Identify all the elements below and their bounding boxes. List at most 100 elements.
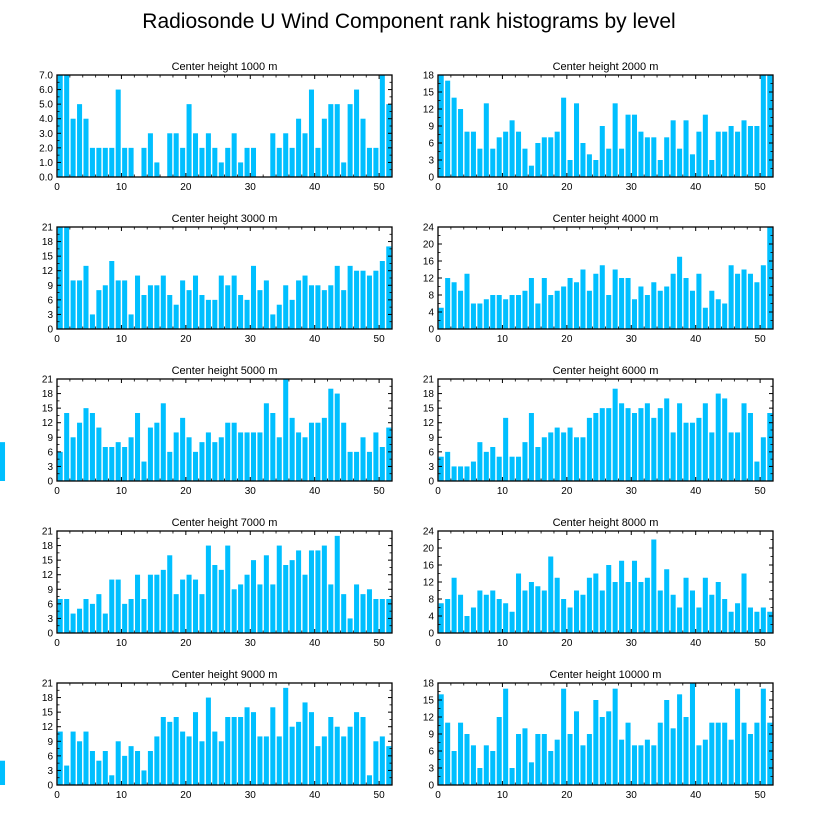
- histogram-bar: [373, 599, 379, 633]
- histogram-bar: [470, 461, 476, 481]
- histogram-bar: [205, 299, 211, 329]
- histogram-bar: [231, 422, 237, 481]
- histogram-bar: [638, 286, 644, 329]
- x-tick-label: 20: [180, 182, 192, 193]
- y-tick-label: 9: [47, 281, 53, 292]
- histogram-bar: [574, 103, 580, 177]
- y-tick-label: 18: [42, 693, 54, 704]
- histogram-bar: [173, 133, 179, 177]
- histogram-bar: [302, 275, 308, 329]
- histogram-bar: [760, 688, 766, 785]
- histogram-bar: [702, 577, 708, 633]
- histogram-bar: [644, 577, 650, 633]
- histogram-bar: [373, 270, 379, 329]
- histogram-bar: [64, 765, 70, 785]
- histogram-bar: [366, 589, 372, 633]
- x-tick-label: 0: [54, 486, 60, 497]
- histogram-bar: [490, 751, 496, 785]
- histogram-bar: [212, 442, 218, 481]
- histogram-bar: [218, 275, 224, 329]
- histogram-bar: [89, 147, 95, 177]
- y-tick-label: 3: [47, 310, 53, 321]
- histogram-bar: [122, 603, 128, 633]
- histogram-bar: [516, 734, 522, 785]
- histogram-bar: [212, 731, 218, 785]
- histogram-bar: [147, 285, 153, 329]
- y-tick-label: 15: [42, 252, 54, 263]
- histogram-bar: [70, 118, 76, 177]
- histogram-bar: [193, 275, 199, 329]
- histogram-bar: [541, 137, 547, 177]
- x-tick-label: 30: [626, 790, 638, 801]
- histogram-bar: [644, 137, 650, 177]
- histogram-bar: [160, 569, 166, 633]
- x-tick-label: 50: [755, 182, 767, 193]
- x-tick-label: 50: [755, 790, 767, 801]
- histogram-bar: [347, 104, 353, 177]
- histogram-bar: [496, 295, 502, 329]
- y-tick-label: 4: [428, 308, 434, 319]
- histogram-bar: [167, 721, 173, 785]
- x-tick-label: 40: [690, 638, 702, 649]
- histogram-bar: [580, 594, 586, 633]
- x-tick-label: 30: [626, 638, 638, 649]
- histogram-bar: [760, 437, 766, 481]
- histogram-bar: [528, 582, 534, 633]
- histogram-bar: [289, 417, 295, 481]
- histogram-bar: [509, 611, 515, 633]
- histogram-bar: [522, 290, 528, 329]
- histogram-bar: [83, 265, 89, 329]
- y-tick-label: 15: [423, 404, 435, 415]
- histogram-bar: [586, 734, 592, 785]
- histogram-bar: [270, 314, 276, 329]
- y-tick-label: 0: [428, 781, 434, 792]
- histogram-bar: [77, 104, 83, 177]
- histogram-bar: [115, 741, 121, 785]
- histogram-bar: [503, 688, 509, 785]
- histogram-bar: [180, 280, 186, 329]
- histogram-bar: [483, 594, 489, 633]
- histogram-bar: [341, 422, 347, 481]
- y-tick-label: 1.0: [39, 158, 53, 169]
- histogram-bar: [670, 273, 676, 329]
- histogram-bar: [283, 565, 289, 633]
- histogram-bar: [109, 579, 115, 633]
- histogram-bar: [483, 299, 489, 329]
- histogram-bar: [586, 417, 592, 481]
- histogram-bar: [541, 734, 547, 785]
- histogram-bar: [193, 451, 199, 481]
- histogram-bar: [458, 594, 464, 633]
- histogram-bar: [302, 574, 308, 633]
- y-tick-label: 0: [47, 477, 53, 488]
- histogram-bar: [83, 408, 89, 481]
- histogram-bar: [619, 560, 625, 633]
- histogram-bar: [218, 162, 224, 177]
- histogram-bar: [257, 432, 263, 481]
- histogram-bar: [276, 437, 282, 481]
- histogram-bar: [386, 599, 392, 633]
- histogram-bar: [516, 295, 522, 329]
- histogram-bar: [96, 147, 102, 177]
- histogram-bar: [670, 728, 676, 785]
- histogram-bar: [760, 75, 766, 177]
- histogram-bar: [522, 148, 528, 177]
- histogram-bar: [516, 131, 522, 177]
- histogram-bar: [470, 303, 476, 329]
- histogram-bar: [747, 413, 753, 481]
- histogram-bar: [354, 584, 360, 633]
- y-tick-label: 9: [47, 737, 53, 748]
- histogram-bar: [754, 282, 760, 329]
- x-tick-label: 0: [435, 182, 441, 193]
- histogram-bar: [347, 618, 353, 633]
- histogram-bar: [548, 751, 554, 785]
- y-tick-label: 21: [42, 527, 54, 538]
- histogram-bar: [535, 586, 541, 633]
- y-tick-label: 6.0: [39, 85, 53, 96]
- histogram-bar: [102, 447, 108, 481]
- histogram-bar: [354, 89, 360, 177]
- histogram-bar: [238, 162, 244, 177]
- histogram-bar: [561, 688, 567, 785]
- histogram-bar: [0, 442, 6, 481]
- histogram-bar: [735, 688, 741, 785]
- histogram-bar: [574, 282, 580, 329]
